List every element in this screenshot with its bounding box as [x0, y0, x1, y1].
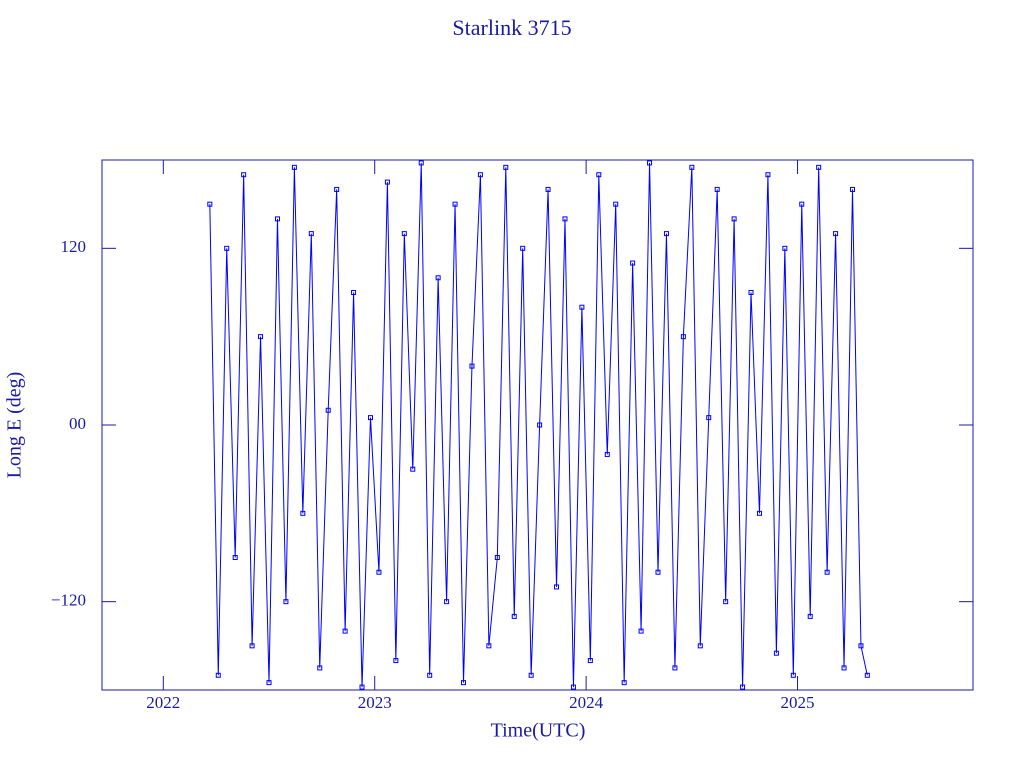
data-point: [351, 290, 357, 295]
data-point: [858, 643, 864, 649]
data-point: [461, 680, 467, 686]
data-point: [249, 643, 255, 649]
data-point: [740, 684, 746, 690]
x-tick-label: 2025: [781, 693, 815, 712]
data-point: [756, 510, 762, 516]
data-point: [630, 260, 636, 266]
data-point: [520, 245, 526, 251]
data-point: [864, 672, 870, 678]
data-point: [283, 599, 289, 605]
data-point: [723, 599, 729, 605]
data-point: [317, 665, 323, 671]
data-point: [224, 245, 230, 251]
data-point: [359, 684, 365, 690]
data-point: [841, 665, 847, 671]
x-tick-label: 2022: [146, 693, 180, 712]
data-point: [325, 407, 331, 413]
data-point: [258, 334, 264, 340]
data-point: [638, 628, 644, 634]
data-point: [790, 672, 796, 678]
data-point: [587, 658, 593, 664]
data-point: [486, 643, 492, 649]
data-point: [503, 164, 509, 170]
y-axis-label: Long E (deg): [4, 372, 26, 479]
data-point: [663, 231, 669, 237]
data-point: [621, 680, 627, 686]
data-point: [207, 201, 213, 207]
data-point: [528, 672, 534, 678]
data-point: [706, 415, 712, 421]
y-tick-label: 120: [61, 237, 87, 256]
data-point: [816, 164, 822, 170]
data-point: [537, 422, 543, 428]
data-point: [469, 363, 475, 369]
data-point: [384, 179, 390, 185]
data-point: [714, 186, 720, 192]
data-point: [266, 680, 272, 686]
data-point: [427, 672, 433, 678]
data-point: [765, 172, 771, 178]
data-point: [731, 216, 737, 222]
x-tick-label: 2023: [358, 693, 392, 712]
data-point: [833, 231, 839, 237]
data-point: [849, 186, 855, 192]
data-point: [562, 216, 568, 222]
x-tick-label: 2024: [569, 693, 604, 712]
data-point: [604, 451, 610, 457]
data-point: [807, 613, 813, 619]
data-point: [782, 245, 788, 251]
data-point: [215, 672, 221, 678]
data-point: [308, 231, 314, 237]
data-point: [291, 164, 297, 170]
data-point: [689, 164, 695, 170]
data-point: [554, 584, 560, 590]
data-point: [452, 201, 458, 207]
data-point: [232, 555, 238, 560]
data-point: [647, 160, 653, 166]
data-point: [334, 186, 340, 192]
y-tick-label: −120: [51, 591, 86, 610]
data-point: [410, 466, 416, 472]
data-point: [545, 186, 551, 192]
data-line: [209, 162, 868, 688]
data-point: [376, 569, 382, 575]
data-point: [300, 510, 306, 516]
data-point: [579, 304, 585, 310]
data-point: [680, 334, 686, 340]
data-point: [748, 290, 754, 295]
data-point: [697, 643, 703, 649]
data-point: [672, 665, 678, 671]
data-point: [342, 628, 348, 634]
data-point: [596, 172, 602, 178]
x-axis-label: Time(UTC): [491, 720, 586, 742]
data-point: [241, 172, 247, 178]
data-point: [613, 201, 619, 207]
y-tick-label: 00: [69, 414, 86, 433]
data-point: [655, 569, 661, 575]
data-point: [824, 569, 830, 575]
data-point: [393, 658, 399, 664]
data-point: [274, 216, 280, 222]
data-point: [570, 684, 576, 690]
data-point: [494, 555, 500, 560]
data-point: [418, 160, 424, 166]
data-point: [773, 650, 779, 656]
data-point: [511, 613, 517, 619]
data-point: [401, 231, 407, 237]
data-point: [444, 599, 450, 605]
chart-title: Starlink 3715: [452, 15, 571, 40]
data-point: [477, 172, 483, 178]
data-point: [367, 415, 373, 421]
data-point: [435, 275, 441, 281]
data-point: [799, 201, 805, 207]
